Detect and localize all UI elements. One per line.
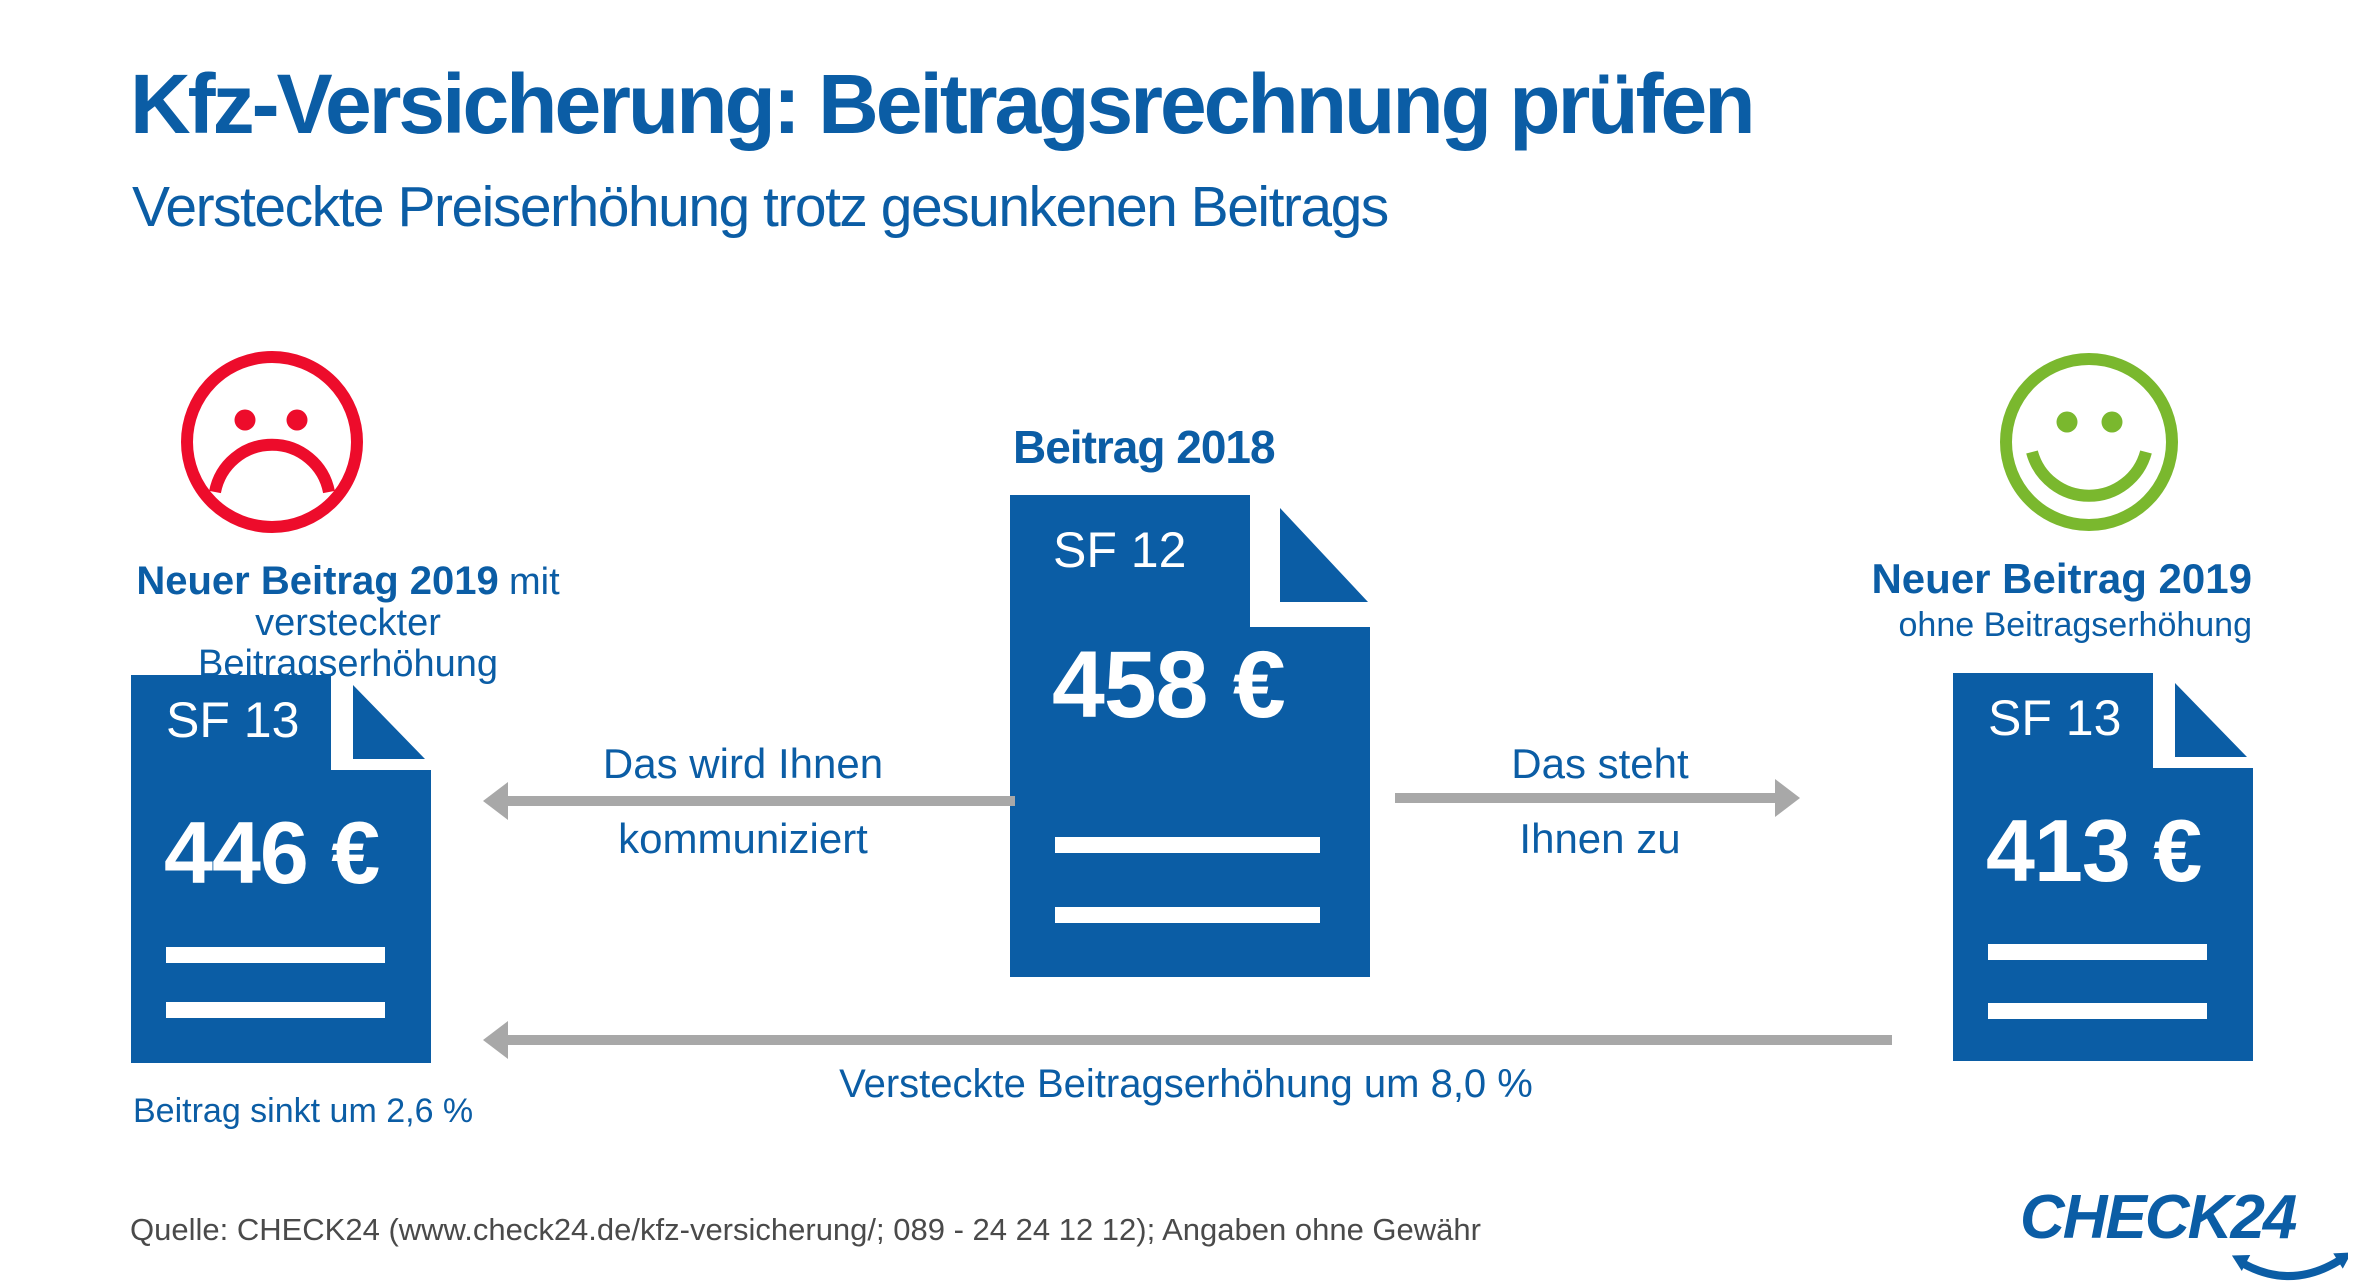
document-body [1953, 673, 2253, 1061]
folded-corner-icon [1280, 508, 1368, 602]
heading-premium-2018: Beitrag 2018 [1013, 421, 1276, 473]
document-text-line [1055, 907, 1320, 923]
label-new-premium-2019-entitled: Neuer Beitrag 2019 ohne Beitragserhöhung [1790, 556, 2252, 644]
premium-amount: 413 € [1986, 801, 2201, 900]
label-right-line2: ohne Beitragserhöhung [1898, 606, 2253, 645]
premium-amount: 458 € [1052, 632, 1285, 738]
page-subtitle: Versteckte Preiserhöhung trotz gesunkene… [132, 175, 1389, 239]
document-text-line [166, 947, 385, 963]
document-body [131, 675, 431, 1063]
document-text-line [1988, 1003, 2207, 1019]
source-note: Quelle: CHECK24 (www.check24.de/kfz-vers… [130, 1212, 1481, 1247]
check24-logo: CHECK24 [2020, 1182, 2350, 1282]
sf-class-label: SF 13 [1988, 690, 2121, 746]
folded-corner-icon [353, 685, 425, 759]
note-premium-decrease: Beitrag sinkt um 2,6 % [133, 1092, 474, 1130]
document-text-line [166, 1002, 385, 1018]
arrow-label-communicated-line1: Das wird Ihnen [602, 740, 884, 787]
arrow-label-communicated-line2: kommuniziert [618, 815, 868, 862]
document-premium-2018: SF 12 458 € [1010, 495, 1370, 977]
sad-face-left-eye [234, 409, 256, 431]
premium-amount: 446 € [164, 803, 379, 902]
sad-face-right-eye [286, 409, 308, 431]
label-right-line1: Neuer Beitrag 2019 [1871, 555, 2252, 602]
arrow-label-entitled-line2: Ihnen zu [1519, 815, 1681, 862]
folded-corner-icon [2175, 683, 2247, 757]
page-title: Kfz-Versicherung: Beitragsrechnung prüfe… [130, 57, 1756, 151]
label-left-line2: versteckter Beitragserhöhung [198, 602, 498, 686]
arrow-right-icon [1395, 779, 1800, 817]
arrow-bottom-icon [483, 1021, 1892, 1059]
sad-face-mouth [209, 438, 335, 494]
happy-face-left-eye [2056, 411, 2078, 433]
check24-logo-text: CHECK24 [2020, 1183, 2297, 1252]
happy-face-mouth [2026, 450, 2152, 502]
happy-face-right-eye [2101, 411, 2123, 433]
label-left-suffix: mit [509, 561, 560, 603]
happy-face-icon [2000, 353, 2178, 531]
document-premium-2019-entitled: SF 13 413 € [1953, 673, 2253, 1061]
document-body [1010, 495, 1370, 977]
sf-class-label: SF 12 [1053, 522, 1186, 578]
label-new-premium-2019-communicated: Neuer Beitrag 2019 mit versteckter Beitra… [118, 559, 578, 686]
arrow-label-entitled-line1: Das steht [1511, 740, 1689, 787]
document-text-line [1055, 837, 1320, 853]
arrow-label-hidden-increase: Versteckte Beitragserhöhung um 8,0 % [839, 1062, 1533, 1106]
label-left-line1: Neuer Beitrag 2019 mit [118, 559, 578, 603]
document-premium-2019-communicated: SF 13 446 € [131, 675, 431, 1063]
sf-class-label: SF 13 [166, 692, 299, 748]
check24-logo-smile-icon [2232, 1252, 2348, 1281]
arrow-left-icon [483, 782, 1015, 820]
label-left-bold: Neuer Beitrag 2019 [136, 559, 499, 603]
document-text-line [1988, 944, 2207, 960]
sad-face-icon [181, 351, 363, 533]
